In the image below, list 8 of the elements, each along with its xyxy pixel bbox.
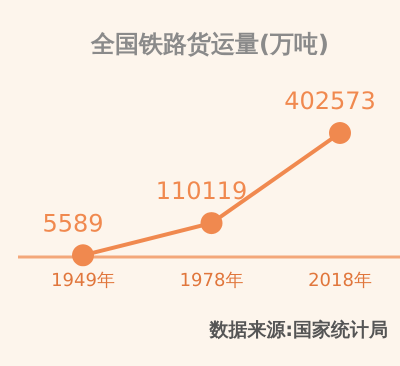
x-tick-label: 2018年 (308, 270, 372, 291)
source-note: 数据来源:国家统计局 (208, 319, 388, 341)
data-label: 5589 (42, 209, 104, 238)
x-tick-label: 1978年 (180, 270, 244, 291)
x-tick-label: 1949年 (51, 270, 115, 291)
chart-title: 全国铁路货运量(万吨) (90, 30, 329, 58)
data-label: 402573 (284, 87, 376, 115)
data-label: 110119 (156, 177, 248, 206)
